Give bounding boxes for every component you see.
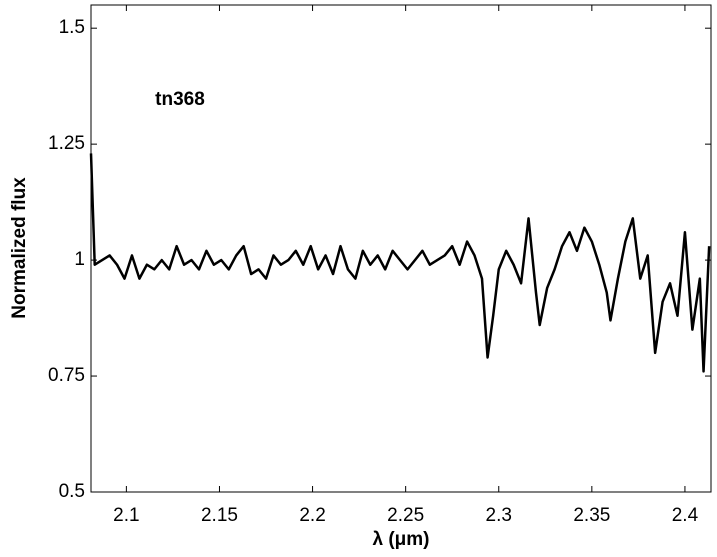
y-axis-label: Normalized flux <box>9 177 30 319</box>
x-tick-label: 2.15 <box>201 505 238 526</box>
y-tick-label: 1.25 <box>48 133 85 154</box>
x-axis-label: λ (μm) <box>372 529 429 550</box>
x-tick-label: 2.2 <box>299 505 325 526</box>
x-tick-label: 2.35 <box>573 505 610 526</box>
x-tick-label: 2.25 <box>387 505 424 526</box>
y-tick-label: 0.5 <box>59 481 85 502</box>
spectrum-line <box>89 153 711 373</box>
y-tick-label: 0.75 <box>48 365 85 386</box>
annotation: tn368 <box>155 89 205 110</box>
x-tick-label: 2.3 <box>486 505 512 526</box>
plot-frame <box>90 4 712 493</box>
x-tick-label: 2.4 <box>672 505 699 526</box>
x-tick-label: 2.1 <box>113 505 139 526</box>
y-tick-label: 1.5 <box>59 17 85 38</box>
y-tick-label: 1 <box>74 249 85 270</box>
